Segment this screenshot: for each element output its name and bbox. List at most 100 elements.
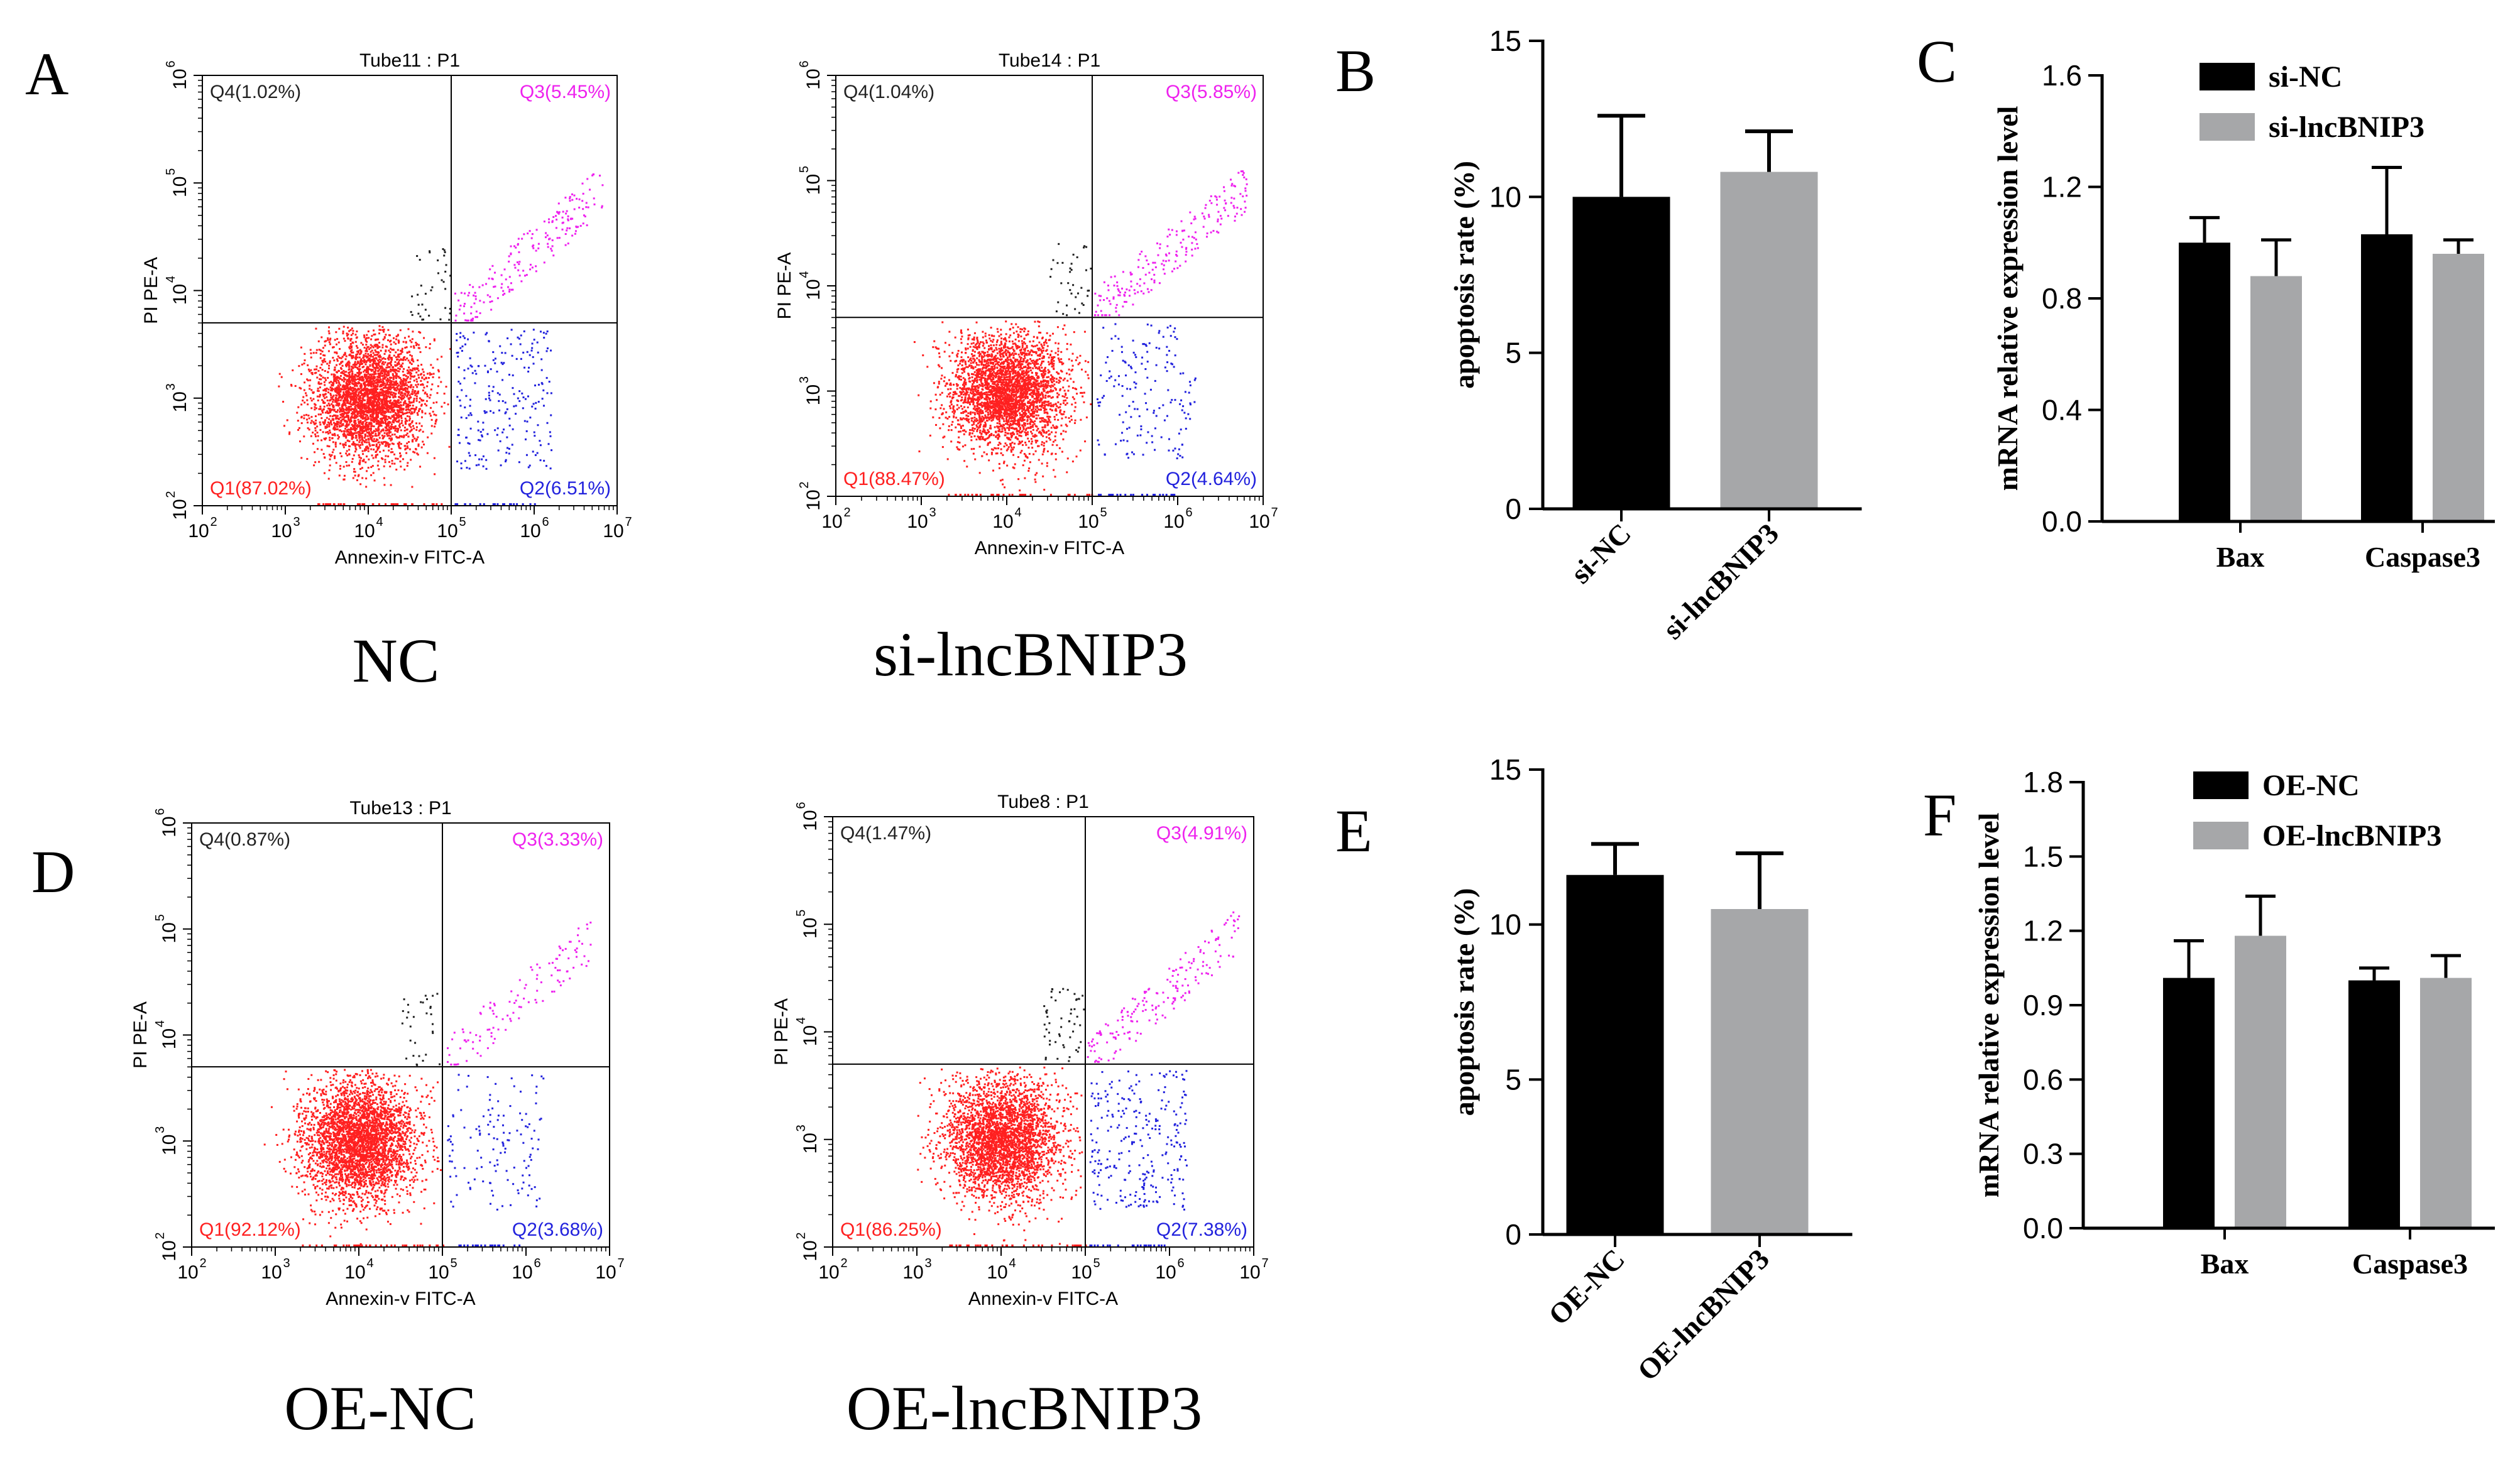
q1-dot	[973, 336, 975, 339]
q1-dot	[358, 404, 360, 406]
q1-dot	[329, 343, 331, 346]
q1-dot	[355, 337, 358, 339]
q3-dot	[550, 248, 552, 250]
q1-dot	[922, 354, 924, 357]
q1-dot	[390, 381, 393, 384]
q1-dot	[336, 420, 339, 423]
q1-dot	[368, 383, 371, 386]
q1-dot	[383, 432, 386, 434]
q1-dot	[395, 402, 398, 405]
q1-dot	[963, 367, 966, 369]
q2-dot	[545, 377, 548, 379]
q4-dot	[417, 303, 420, 306]
q1-dot	[345, 461, 348, 464]
q1-dot	[414, 451, 416, 454]
q1-dot	[332, 404, 334, 406]
q3-dot	[476, 316, 478, 319]
q1-dot	[334, 366, 336, 369]
q1-dot	[1026, 354, 1028, 356]
q1-dot	[1034, 420, 1036, 422]
q1-dot	[339, 363, 341, 366]
q1-dot	[363, 393, 365, 396]
q1-dot	[389, 381, 392, 384]
q1-dot	[404, 359, 407, 361]
q1-dot	[390, 393, 392, 396]
q1-dot	[346, 430, 348, 433]
q1-dot	[312, 352, 315, 354]
q1-dot	[1035, 400, 1038, 402]
q1-dot	[1080, 368, 1083, 371]
q1-dot	[356, 351, 359, 353]
q1-dot	[314, 408, 316, 411]
q1-dot	[350, 395, 353, 398]
q1-dot	[385, 386, 387, 389]
q1-dot	[403, 401, 405, 404]
q1-dot	[417, 369, 420, 372]
q3-dot	[586, 224, 588, 227]
q1-dot	[959, 386, 961, 389]
q1-dot	[972, 394, 975, 396]
q2-dot	[501, 431, 504, 433]
q1-dot	[397, 353, 400, 356]
q1-dot	[412, 433, 414, 436]
q1-dot	[349, 421, 351, 423]
q1-dot	[333, 408, 336, 411]
q1-dot	[363, 346, 366, 349]
q1-dot	[380, 409, 383, 411]
q1-dot	[385, 366, 388, 369]
q1-dot	[304, 381, 306, 384]
y-tick-exponent: 4	[164, 276, 178, 283]
q1-dot	[1052, 390, 1055, 392]
q1-dot	[394, 396, 397, 398]
q1-dot	[366, 441, 368, 444]
q1-dot	[357, 351, 359, 354]
q1-dot	[305, 418, 308, 421]
q1-dot	[1053, 383, 1056, 386]
q1-dot	[318, 408, 320, 410]
q2-dot	[529, 354, 531, 356]
q4-dot	[443, 254, 446, 257]
q1-dot	[366, 393, 369, 396]
q1-dot	[354, 334, 357, 336]
q1-dot	[380, 383, 383, 386]
q1-dot	[377, 355, 380, 357]
q1-dot	[1025, 432, 1027, 434]
q1-dot	[386, 386, 389, 389]
q1-dot	[333, 374, 336, 377]
q1-dot	[344, 405, 347, 407]
q4-dot	[431, 286, 434, 288]
q3-dot	[522, 270, 525, 272]
q1-dot	[374, 371, 376, 373]
q2-dot	[485, 459, 488, 461]
q1-dot	[342, 380, 345, 383]
q1-dot	[354, 423, 356, 426]
q1-dot	[353, 396, 356, 399]
q1-dot	[344, 401, 346, 404]
q1-dot	[1002, 454, 1004, 456]
q1-dot	[363, 399, 365, 401]
q1-dot	[297, 428, 300, 431]
q1-dot	[351, 387, 353, 390]
q1-dot	[417, 436, 419, 439]
q1-dot	[348, 393, 351, 396]
q1-dot	[1009, 334, 1012, 337]
q1-dot	[952, 391, 955, 393]
q1-dot	[429, 412, 431, 415]
q1-dot	[387, 409, 390, 411]
q1-dot	[314, 461, 317, 464]
q1-dot	[398, 370, 400, 373]
q1-dot	[380, 356, 382, 358]
q1-dot	[346, 420, 348, 423]
q1-dot	[363, 361, 366, 364]
q1-dot	[405, 375, 407, 378]
q1-dot	[359, 459, 361, 462]
q1-dot	[324, 388, 326, 390]
q1-dot	[1015, 384, 1017, 386]
q1-dot	[373, 366, 376, 369]
q1-dot	[314, 422, 317, 425]
q1-dot	[363, 384, 366, 387]
q1-dot	[346, 380, 348, 383]
q1-dot	[348, 388, 351, 390]
q1-dot	[318, 460, 320, 463]
